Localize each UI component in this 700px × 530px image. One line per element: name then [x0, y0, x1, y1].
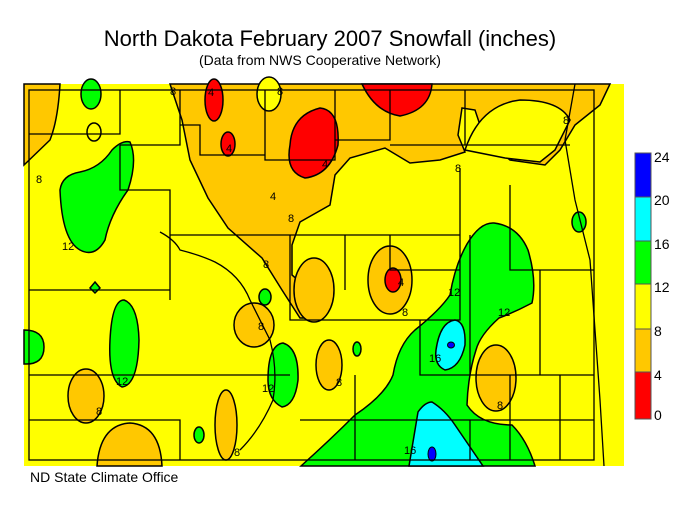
contour-label: 16	[429, 353, 441, 365]
contour-label: 8	[263, 259, 269, 271]
contour-label: 8	[563, 115, 569, 127]
contour-label: 8	[497, 400, 503, 412]
contour-label: 4	[270, 191, 276, 203]
legend-bin-12-16	[634, 240, 652, 285]
contour-labels: 8 8 4 8 4 4 8 4 8 12 8 4 8 12 16 12 8 8 …	[36, 86, 569, 459]
snowfall-20-24-regions	[427, 341, 455, 462]
contour-label: 8	[258, 321, 264, 333]
contour-label: 12	[498, 307, 510, 319]
legend-tick: 0	[654, 407, 662, 423]
color-legend	[634, 152, 652, 420]
contour-label: 4	[322, 159, 328, 171]
contour-label: 8	[402, 307, 408, 319]
contour-label: 8	[170, 86, 176, 98]
legend-bin-20-24	[634, 152, 652, 198]
contour-label: 8	[288, 213, 294, 225]
legend-tick: 4	[654, 367, 662, 383]
credit-text: ND State Climate Office	[30, 469, 179, 485]
legend-bin-16-20	[634, 196, 652, 242]
contour-label: 4	[226, 143, 232, 155]
contour-label: 8	[96, 406, 102, 418]
legend-tick: 20	[654, 192, 670, 208]
legend-tick: 8	[654, 323, 662, 339]
county-boundaries	[28, 83, 605, 467]
legend-bin-8-12	[634, 283, 652, 330]
contour-label: 8	[36, 174, 42, 186]
map-subtitle: (Data from NWS Cooperative Network)	[199, 52, 441, 68]
legend-tick: 12	[654, 279, 670, 295]
contour-label: 8	[336, 377, 342, 389]
snowfall-12-16-regions	[23, 78, 587, 467]
contour-label: 8	[455, 163, 461, 175]
contour-label: 12	[116, 376, 128, 388]
contour-label: 4	[208, 87, 214, 99]
legend-bin-4-8	[634, 328, 652, 373]
contour-label: 8	[277, 86, 283, 98]
contour-label: 4	[398, 277, 404, 289]
map-title: North Dakota February 2007 Snowfall (inc…	[103, 26, 557, 51]
snowfall-8-12-island	[256, 76, 282, 112]
contour-label: 8	[234, 447, 240, 459]
legend-bin-0-4	[634, 371, 652, 420]
contour-label: 12	[62, 241, 74, 253]
contour-label: 12	[448, 287, 460, 299]
contour-label: 12	[262, 383, 274, 395]
contour-label: 16	[404, 445, 416, 457]
snowfall-8-12-island	[86, 122, 102, 142]
snowfall-8-12-island	[464, 99, 571, 163]
legend-tick: 24	[654, 149, 670, 165]
legend-tick: 16	[654, 236, 670, 252]
